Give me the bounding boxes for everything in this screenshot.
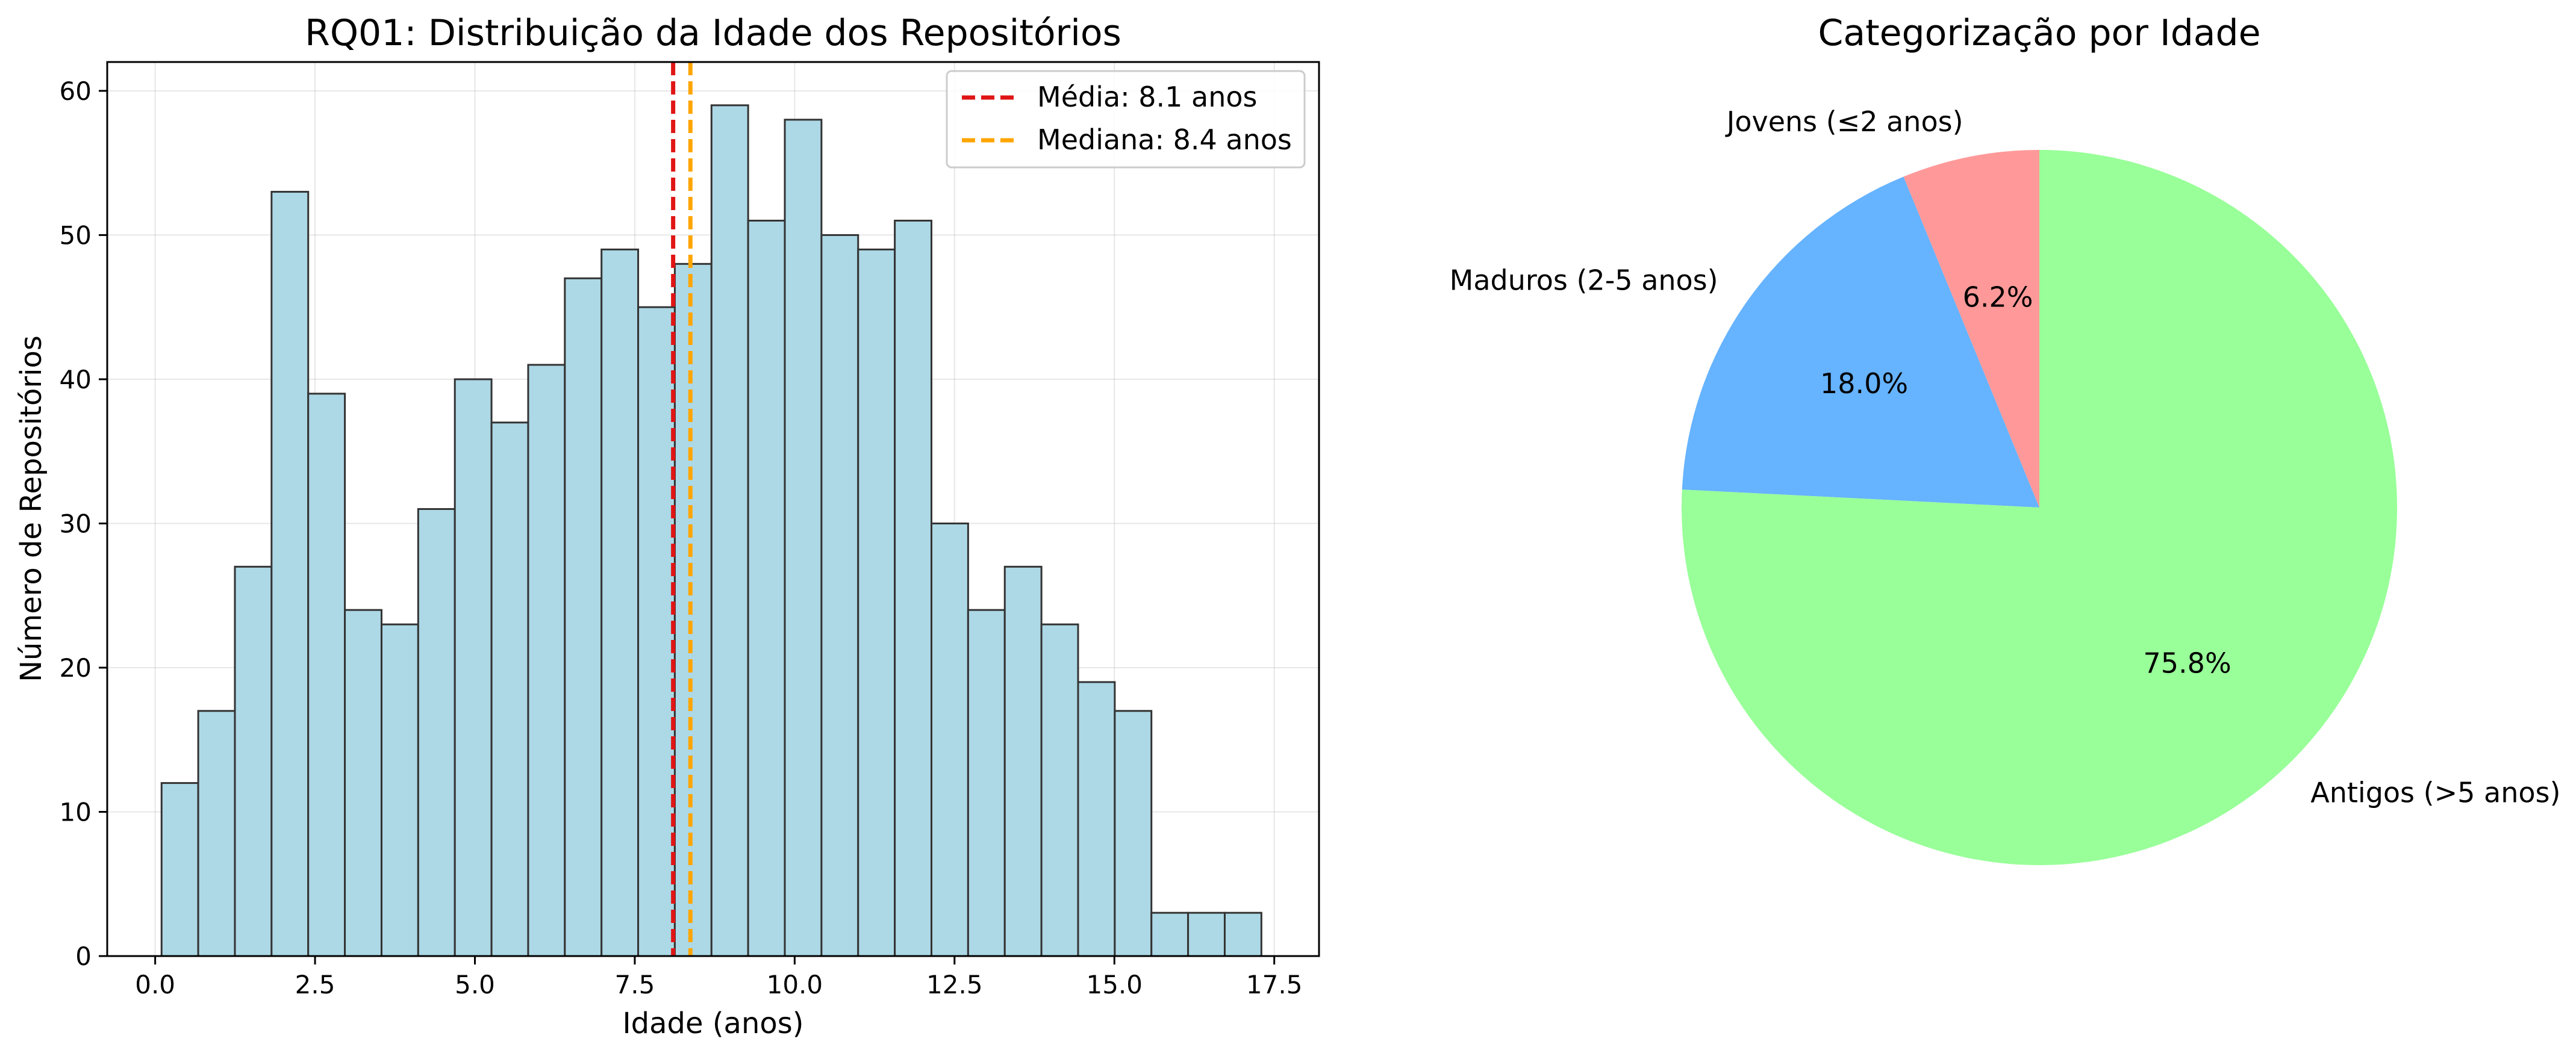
x-tick-label: 5.0 — [455, 970, 495, 999]
pie-category-label: Antigos (>5 anos) — [2310, 776, 2560, 809]
histogram-bar — [307, 393, 346, 957]
x-axis-label: Idade (anos) — [623, 1007, 804, 1040]
y-axis-ticks: 0 10 20 30 40 50 60 — [60, 76, 107, 971]
histogram-bar — [1003, 565, 1043, 957]
pie-slice — [1903, 150, 2039, 508]
x-tick-label: 7.5 — [615, 970, 655, 999]
histogram-bar — [234, 565, 273, 957]
y-tick-label: 0 — [75, 942, 92, 971]
x-tick-label: 15.0 — [1086, 970, 1143, 999]
pie-category-label: Maduros (2-5 anos) — [1450, 264, 1718, 297]
x-tick-label: 12.5 — [926, 970, 983, 999]
histogram-bar — [270, 191, 310, 957]
histogram-bar — [417, 508, 456, 957]
histogram-bar — [1114, 710, 1153, 957]
y-tick-label: 30 — [60, 509, 92, 538]
histogram-bar — [1187, 912, 1226, 957]
pie-labels: 6.2% Jovens (≤2 anos) 18.0% Maduros (2-5 an… — [1450, 105, 2561, 809]
histogram-bar — [600, 248, 640, 957]
legend: Média: 8.1 anos Mediana: 8.4 anos — [946, 70, 1306, 169]
histogram-bar — [344, 609, 382, 957]
pie-panel: Categorização por Idade 6.2% Jovens (≤2 a… — [1450, 12, 2561, 865]
histogram-bars — [160, 104, 1262, 957]
x-tick-label: 0.0 — [135, 970, 175, 999]
histogram-bar — [1077, 681, 1116, 957]
pie-percent-label: 6.2% — [1963, 281, 2033, 313]
histogram-bar — [931, 522, 969, 957]
pie-percent-label: 18.0% — [1820, 367, 1908, 400]
histogram-bar — [1040, 623, 1079, 957]
histogram-bar — [747, 219, 786, 957]
histogram-bar — [160, 782, 199, 957]
histogram-bar — [784, 119, 823, 957]
legend-median-label: Mediana: 8.4 anos — [1037, 123, 1292, 156]
y-tick-label: 10 — [60, 797, 92, 827]
histogram-bar — [673, 262, 713, 957]
pie-slices — [1682, 150, 2397, 865]
histogram-bar — [197, 710, 236, 957]
pie-percent-label: 75.8% — [2144, 647, 2231, 679]
pie-title: Categorização por Idade — [1818, 12, 2260, 54]
histogram-bar — [820, 234, 859, 957]
x-tick-label: 17.5 — [1246, 970, 1303, 999]
histogram-bar — [564, 277, 603, 957]
pie-slice — [1682, 176, 2039, 508]
histogram-bar — [490, 421, 529, 957]
reference-lines — [671, 62, 693, 956]
histogram-bar — [637, 306, 676, 957]
histogram-bar — [857, 248, 896, 957]
histogram-bar — [380, 623, 419, 957]
y-axis-label: Número de Repositórios — [14, 335, 48, 682]
legend-box — [946, 70, 1306, 169]
x-tick-label: 10.0 — [767, 970, 823, 999]
x-axis-ticks: 0.0 2.5 5.0 7.5 10.0 12.5 15.0 17.5 — [135, 956, 1302, 999]
histogram-bar — [1223, 912, 1262, 957]
legend-mean-label: Média: 8.1 anos — [1037, 81, 1258, 113]
histogram-plot-frame — [106, 61, 1320, 957]
histogram-title: RQ01: Distribuição da Idade dos Repositó… — [305, 12, 1121, 54]
histogram-panel: RQ01: Distribuição da Idade dos Repositó… — [14, 12, 1320, 1040]
histogram-bar — [710, 104, 749, 957]
histogram-bar — [454, 378, 493, 957]
histogram-bar — [1150, 912, 1190, 957]
histogram-bar — [894, 219, 933, 957]
y-tick-label: 50 — [60, 220, 92, 250]
pie-slice — [1682, 150, 2397, 865]
pie-category-label: Jovens (≤2 anos) — [1725, 105, 1963, 138]
histogram-bar — [967, 609, 1006, 957]
y-tick-label: 20 — [60, 653, 92, 683]
x-tick-label: 2.5 — [295, 970, 335, 999]
y-tick-label: 60 — [60, 76, 92, 106]
histogram-bar — [527, 364, 566, 957]
y-tick-label: 40 — [60, 365, 92, 394]
